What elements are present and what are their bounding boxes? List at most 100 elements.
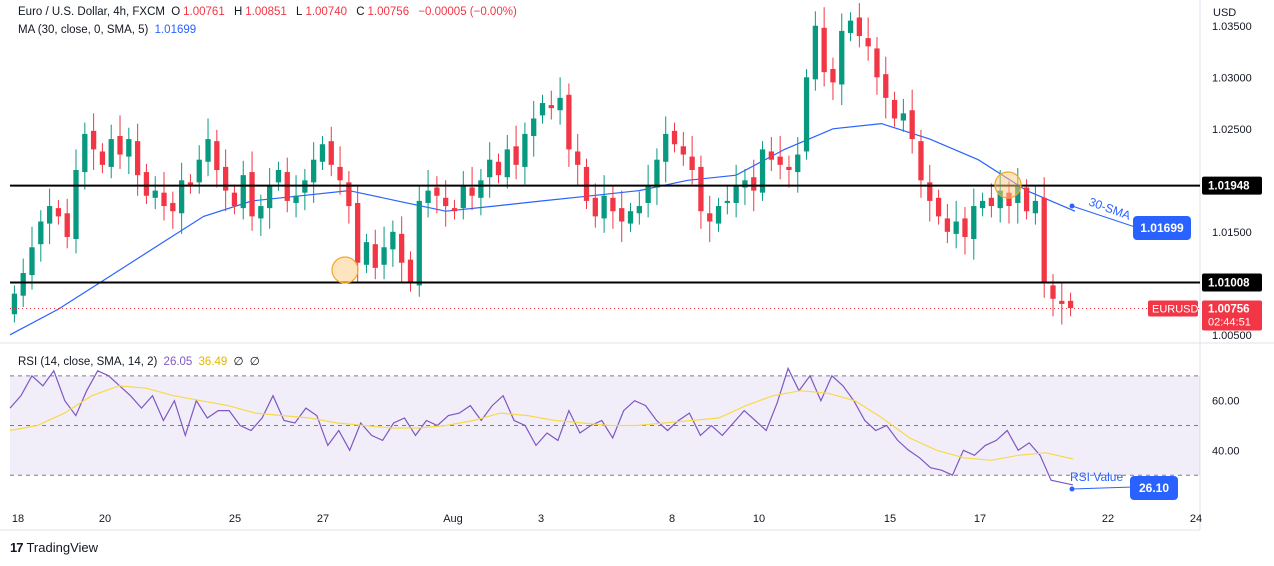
candle-body[interactable] — [522, 133, 528, 167]
candle-body[interactable] — [504, 149, 510, 178]
candle-body[interactable] — [82, 133, 88, 173]
candle-body[interactable] — [46, 206, 53, 224]
candle-body[interactable] — [1041, 197, 1047, 284]
candle-body[interactable] — [143, 172, 150, 196]
candle-body[interactable] — [55, 208, 62, 217]
candle-body[interactable] — [610, 197, 616, 212]
candle-body[interactable] — [399, 233, 405, 263]
candle-body[interactable] — [38, 221, 44, 245]
candle-body[interactable] — [99, 151, 106, 165]
candle-body[interactable] — [513, 146, 519, 165]
candle-body[interactable] — [918, 141, 924, 181]
candle-body[interactable] — [979, 200, 986, 209]
candle-body[interactable] — [126, 139, 132, 157]
candle-body[interactable] — [865, 38, 871, 47]
candle-body[interactable] — [390, 231, 396, 250]
candle-body[interactable] — [487, 159, 493, 178]
candle-body[interactable] — [795, 154, 801, 173]
tradingview-brand[interactable]: 17 TradingView — [10, 540, 98, 555]
candle-body[interactable] — [134, 141, 141, 176]
candle-body[interactable] — [715, 206, 722, 224]
candle-body[interactable] — [935, 197, 942, 217]
candle-body[interactable] — [372, 244, 378, 268]
candle-body[interactable] — [724, 200, 730, 203]
candle-body[interactable] — [698, 166, 704, 212]
candle-body[interactable] — [152, 190, 158, 198]
candle-body[interactable] — [1050, 285, 1056, 299]
candle-body[interactable] — [1059, 300, 1065, 304]
candle-body[interactable] — [575, 151, 581, 165]
candle-body[interactable] — [874, 48, 880, 78]
candle-body[interactable] — [29, 247, 35, 276]
candle-body[interactable] — [777, 156, 783, 165]
candle-body[interactable] — [531, 118, 537, 136]
candle-body[interactable] — [267, 185, 273, 209]
candle-body[interactable] — [1067, 300, 1074, 309]
candle-body[interactable] — [663, 133, 669, 162]
candles[interactable] — [11, 3, 1074, 325]
candle-body[interactable] — [117, 136, 123, 155]
candle-body[interactable] — [443, 197, 449, 207]
candle-body[interactable] — [839, 30, 845, 85]
candle-body[interactable] — [645, 185, 651, 203]
candle-body[interactable] — [258, 206, 264, 219]
candle-body[interactable] — [90, 130, 97, 150]
candle-body[interactable] — [240, 175, 246, 209]
candle-body[interactable] — [434, 187, 440, 196]
candle-body[interactable] — [108, 139, 114, 167]
ma-legend[interactable]: MA (30, close, 0, SMA, 5) 1.01699 — [18, 24, 199, 36]
candle-body[interactable] — [803, 77, 810, 152]
candle-body[interactable] — [707, 213, 713, 222]
candle-body[interactable] — [627, 211, 634, 224]
candle-body[interactable] — [328, 141, 334, 165]
candle-body[interactable] — [830, 69, 836, 83]
candle-body[interactable] — [566, 94, 572, 150]
candle-body[interactable] — [337, 166, 343, 181]
candle-body[interactable] — [73, 170, 79, 240]
symbol-title[interactable]: Euro / U.S. Dollar, 4h, FXCM — [18, 6, 165, 18]
rsi-legend[interactable]: RSI (14, close, SMA, 14, 2) 26.05 36.49 … — [18, 354, 263, 368]
candle-body[interactable] — [988, 197, 995, 207]
candle-body[interactable] — [319, 144, 326, 162]
candle-body[interactable] — [856, 17, 862, 37]
candle-body[interactable] — [786, 166, 792, 170]
candle-body[interactable] — [416, 200, 422, 286]
candle-body[interactable] — [997, 190, 1003, 209]
candle-body[interactable] — [927, 182, 933, 201]
candle-body[interactable] — [205, 139, 211, 162]
candle-body[interactable] — [469, 187, 475, 196]
candle-body[interactable] — [953, 221, 959, 234]
candle-body[interactable] — [451, 208, 458, 212]
candle-body[interactable] — [1023, 187, 1030, 212]
candle-body[interactable] — [346, 182, 352, 207]
candle-body[interactable] — [196, 159, 202, 183]
candle-body[interactable] — [971, 206, 977, 240]
candle-body[interactable] — [821, 27, 827, 73]
candle-body[interactable] — [11, 293, 18, 315]
candle-body[interactable] — [20, 273, 26, 296]
candle-body[interactable] — [944, 218, 951, 232]
candle-body[interactable] — [407, 259, 414, 284]
candle-body[interactable] — [187, 182, 194, 186]
candle-body[interactable] — [891, 99, 898, 119]
candle-body[interactable] — [601, 195, 607, 219]
candle-body[interactable] — [311, 159, 317, 183]
candle-body[interactable] — [759, 149, 766, 193]
candle-body[interactable] — [768, 151, 774, 160]
candle-body[interactable] — [539, 103, 546, 116]
candle-body[interactable] — [671, 130, 678, 145]
candle-body[interactable] — [654, 159, 660, 188]
candle-body[interactable] — [460, 185, 466, 209]
candle-body[interactable] — [900, 113, 907, 121]
candle-body[interactable] — [619, 208, 625, 222]
candle-body[interactable] — [231, 192, 238, 207]
candle-body[interactable] — [161, 192, 167, 207]
candle-body[interactable] — [548, 105, 554, 109]
candle-body[interactable] — [64, 213, 70, 237]
candle-body[interactable] — [583, 166, 590, 201]
candle-body[interactable] — [214, 141, 220, 170]
candle-body[interactable] — [592, 197, 598, 217]
candle-body[interactable] — [962, 218, 968, 237]
